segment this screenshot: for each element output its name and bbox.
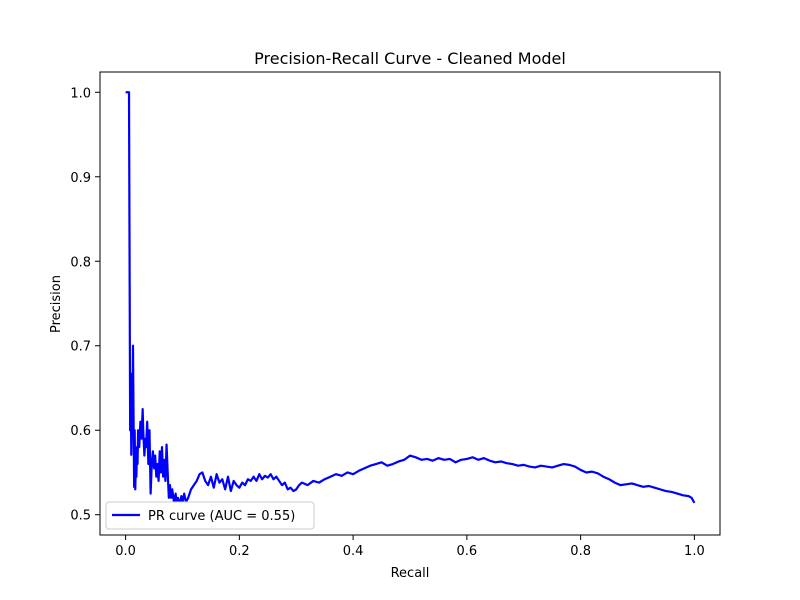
y-axis-ticks: 0.5 0.6 0.7 0.8 0.9 1.0 [70, 86, 100, 524]
x-tick-label: 0.4 [343, 544, 364, 559]
y-tick-label: 0.5 [70, 509, 91, 524]
y-tick-label: 0.6 [70, 424, 91, 439]
legend: PR curve (AUC = 0.55) [105, 501, 315, 530]
pr-curve-line [125, 91, 696, 508]
y-tick-label: 0.9 [70, 171, 91, 186]
x-tick-label: 0.0 [115, 544, 136, 559]
plot-area [125, 91, 696, 508]
y-axis-label: Precision [49, 275, 64, 333]
axes-frame [99, 71, 721, 536]
x-tick-label: 1.0 [684, 544, 705, 559]
x-tick-label: 0.2 [229, 544, 250, 559]
chart-title: Precision-Recall Curve - Cleaned Model [254, 49, 566, 68]
x-tick-label: 0.8 [570, 544, 591, 559]
legend-entry-label: PR curve (AUC = 0.55) [148, 509, 295, 524]
x-axis-ticks: 0.0 0.2 0.4 0.6 0.8 1.0 [115, 535, 705, 559]
legend-box [105, 501, 315, 530]
y-tick-label: 0.8 [70, 255, 91, 270]
y-tick-label: 1.0 [70, 86, 91, 101]
x-tick-label: 0.6 [457, 544, 478, 559]
x-axis-label: Recall [391, 566, 430, 581]
y-tick-label: 0.7 [70, 340, 91, 355]
